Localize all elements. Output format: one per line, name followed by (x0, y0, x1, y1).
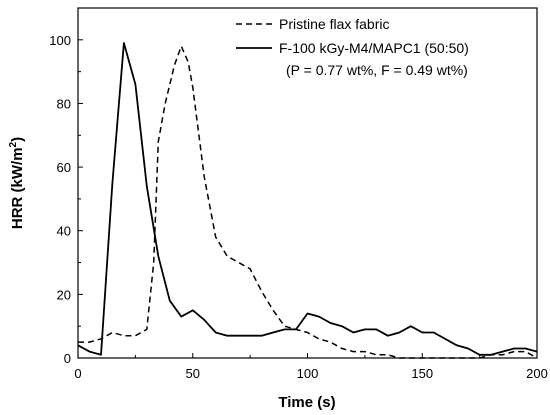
series-line-pristine-flax (78, 45, 538, 359)
x-tick-label-0: 0 (74, 366, 81, 381)
series-line-f100-treated (77, 42, 538, 356)
y-axis-title-main: HRR (kW/m (9, 147, 26, 229)
x-tick-label-1: 50 (186, 366, 200, 381)
legend-label-treated: F-100 kGy-M4/MAPC1 (50:50) (279, 40, 469, 56)
legend-label-treated-subline: (P = 0.77 wt%, F = 0.49 wt%) (286, 62, 468, 78)
x-tick-label-4: 200 (526, 366, 548, 381)
y-tick-label-4: 80 (57, 96, 71, 111)
legend: Pristine flax fabric F-100 kGy-M4/MAPC1 … (236, 16, 469, 78)
y-tick-label-5: 100 (49, 33, 71, 48)
y-axis-title-tail: ) (9, 137, 26, 142)
y-axis-title-sup: 2 (8, 141, 19, 147)
x-axis-title: Time (s) (278, 394, 335, 411)
y-tick-label-1: 20 (57, 287, 71, 302)
y-tick-label-3: 60 (57, 160, 71, 175)
y-tick-label-2: 40 (57, 224, 71, 239)
y-axis-title: HRR (kW/m2) (8, 137, 26, 229)
x-tick-label-2: 100 (297, 366, 319, 381)
legend-label-pristine: Pristine flax fabric (279, 16, 389, 32)
axis-ticks: 0 50 100 150 200 0 20 40 60 80 100 (49, 33, 548, 381)
series-lines (77, 42, 538, 359)
y-tick-label-0: 0 (64, 351, 71, 366)
x-tick-label-3: 150 (411, 366, 433, 381)
